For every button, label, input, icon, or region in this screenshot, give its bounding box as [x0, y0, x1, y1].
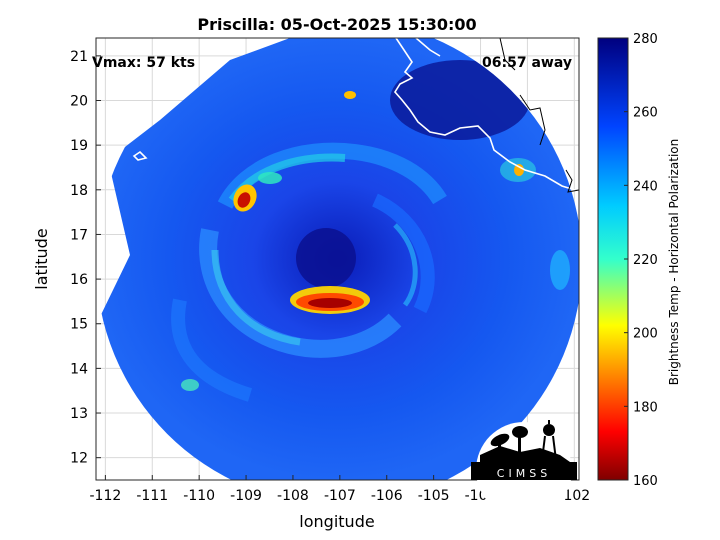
- y-axis-label: latitude: [32, 228, 51, 289]
- x-tick-label: -105: [418, 488, 450, 504]
- land-outline: [499, 38, 579, 193]
- y-tick-label: 16: [70, 272, 88, 288]
- colorbar: [597, 37, 629, 481]
- time-away-annotation: 06:57 away: [482, 55, 572, 71]
- vmax-annotation: Vmax: 57 kts: [92, 55, 195, 71]
- colorbar-tick-label: 160: [633, 474, 658, 489]
- svg-text:CIMSS: CIMSS: [497, 467, 551, 480]
- y-tick-label: 18: [70, 183, 88, 199]
- y-tick-label: 21: [70, 49, 88, 65]
- rainband-features: [171, 60, 570, 402]
- colorbar-tick-label: 260: [633, 106, 658, 121]
- x-tick-label: -109: [230, 488, 262, 504]
- y-tick-label: 12: [70, 451, 88, 467]
- y-tick-label: 14: [70, 361, 88, 377]
- x-tick-label: -110: [183, 488, 215, 504]
- x-axis-label: longitude: [299, 512, 374, 531]
- x-tick-label: -106: [371, 488, 403, 504]
- colorbar-tick-label: 280: [633, 32, 658, 47]
- plot-frame: [95, 37, 580, 481]
- x-tick-label: -107: [324, 488, 356, 504]
- colorbar-tick-label: 180: [633, 400, 658, 415]
- colorbar-label: Brightness Temp - Horizontal Polarizatio…: [667, 139, 681, 386]
- y-tick-label: 17: [70, 227, 88, 243]
- colorbar-tick-label: 220: [633, 253, 658, 268]
- chart-title: Priscilla: 05-Oct-2025 15:30:00: [197, 15, 476, 34]
- y-tick-label: 15: [70, 317, 88, 333]
- cimss-logo: CIMSS: [471, 420, 577, 518]
- y-tick-label: 19: [70, 138, 88, 154]
- colorbar-tick-label: 200: [633, 327, 658, 342]
- colorbar-ticks: 160 180 200 220 240 260 280: [624, 32, 658, 489]
- colorbar-tick-label: 240: [633, 179, 658, 194]
- y-tick-label: 13: [70, 406, 88, 422]
- x-tick-label: -112: [89, 488, 121, 504]
- x-tick-label: -111: [136, 488, 168, 504]
- coastline: [132, 38, 579, 199]
- y-axis-ticks: 12 13 14 15 16 17 18 19 20 21: [70, 49, 101, 467]
- y-tick-label: 20: [70, 94, 88, 110]
- x-tick-label: -108: [277, 488, 309, 504]
